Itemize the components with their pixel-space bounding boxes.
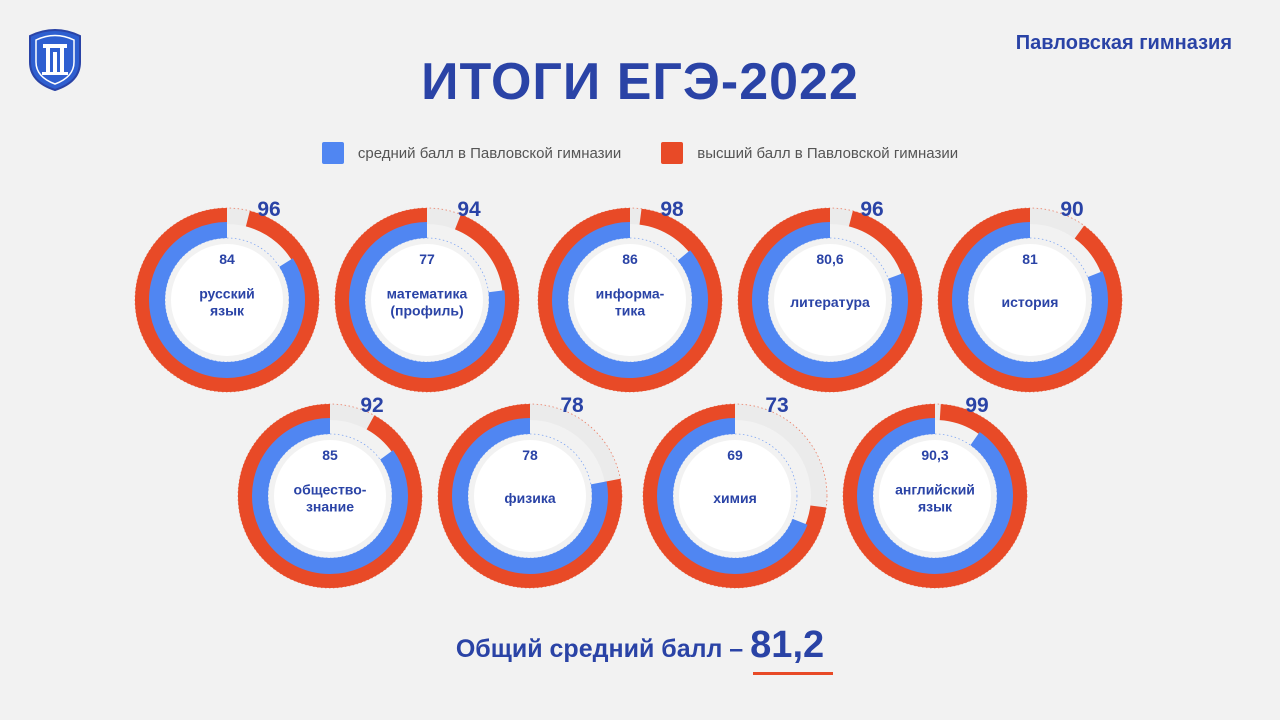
max-arc [843,404,1027,588]
max-arc [335,208,519,392]
donut-core [774,244,886,356]
subject-name: язык [210,303,245,319]
avg-label: 90,3 [921,447,948,463]
avg-arc [149,222,305,378]
donut-4: 90 81 история [937,198,1123,393]
subject-name: русский [199,286,255,302]
legend-item-average: средний балл в Павловской гимназии [321,142,622,164]
donut-3: 96 80,6 литература [737,198,923,393]
subject-name: литература [790,294,870,310]
avg-label: 85 [322,447,338,463]
avg-arc [349,222,505,378]
avg-arc [657,418,808,574]
subject-name: физика [504,490,555,506]
donut-core [574,244,686,356]
avg-label: 69 [727,447,743,463]
max-label: 96 [860,198,883,221]
legend-label-average: средний балл в Павловской гимназии [357,144,622,162]
gymnasium-logo [29,29,81,92]
overall-average-value: 81,2 [750,624,825,666]
avg-label: 80,6 [816,251,843,267]
subject-name: химия [713,490,757,506]
avg-arc [752,222,908,378]
donut-2: 98 86 информа-тика [537,198,723,393]
subject-name: информа- [596,286,665,302]
max-arc [538,208,722,392]
subject-name: математика [387,286,468,302]
donut-guide-inner [164,237,290,363]
overall-average-label: Общий средний балл – [455,635,744,663]
avg-arc [952,222,1108,378]
donut-7: 73 69 химия [642,394,828,589]
subject-name: история [1002,294,1059,310]
legend-label-max: высший балл в Павловской гимназии [697,144,959,162]
avg-label: 86 [622,251,638,267]
overall-average-underline [753,672,833,675]
donut-core [371,244,483,356]
donut-core [274,440,386,552]
avg-label: 81 [1022,251,1038,267]
subject-name: язык [918,499,953,515]
overall-average: Общий средний балл – 81,2 [0,624,1280,667]
donut-guide-inner [672,433,798,559]
max-label: 73 [765,394,788,417]
avg-arc [552,222,708,378]
avg-arc [452,418,608,574]
donut-guide-inner [567,237,693,363]
donut-5: 92 85 общество-знание [237,394,423,589]
school-name: Павловская гимназия [1015,32,1232,54]
donut-guide-inner [767,237,893,363]
max-label: 78 [560,394,584,417]
donut-core [679,440,791,552]
legend-item-max: высший балл в Павловской гимназии [661,142,958,164]
avg-label: 78 [522,447,538,463]
page-title: ИТОГИ ЕГЭ-2022 [421,53,859,111]
subject-name: знание [306,499,354,515]
donut-guide-inner [467,433,593,559]
subject-name: (профиль) [390,303,463,319]
donut-core [474,440,586,552]
max-arc [238,404,422,588]
max-arc [738,208,922,392]
max-arc [643,404,827,588]
donut-guide-inner [364,237,490,363]
donut-guide-inner [967,237,1093,363]
avg-arc [252,418,408,574]
donut-core [879,440,991,552]
donut-6: 78 78 физика [437,394,623,589]
max-arc [938,208,1122,392]
subject-name: общество- [294,482,367,498]
avg-label: 84 [219,251,235,267]
subject-name: английский [895,482,975,498]
legend-swatch-max [661,142,684,164]
avg-arc [857,418,1013,574]
max-arc [438,404,622,588]
donut-guide-inner [872,433,998,559]
max-label: 94 [457,198,481,221]
donut-guide-inner [267,433,393,559]
max-label: 99 [965,394,988,417]
max-label: 98 [660,198,684,221]
donut-1: 94 77 математика(профиль) [334,198,520,393]
donut-core [171,244,283,356]
max-arc [135,208,319,392]
max-label: 96 [257,198,280,221]
legend: средний балл в Павловской гимназии высши… [0,142,1280,164]
subject-name: тика [615,303,645,319]
max-label: 90 [1060,198,1083,221]
legend-swatch-average [321,142,344,164]
avg-label: 77 [419,251,435,267]
donut-core [974,244,1086,356]
max-label: 92 [360,394,383,417]
